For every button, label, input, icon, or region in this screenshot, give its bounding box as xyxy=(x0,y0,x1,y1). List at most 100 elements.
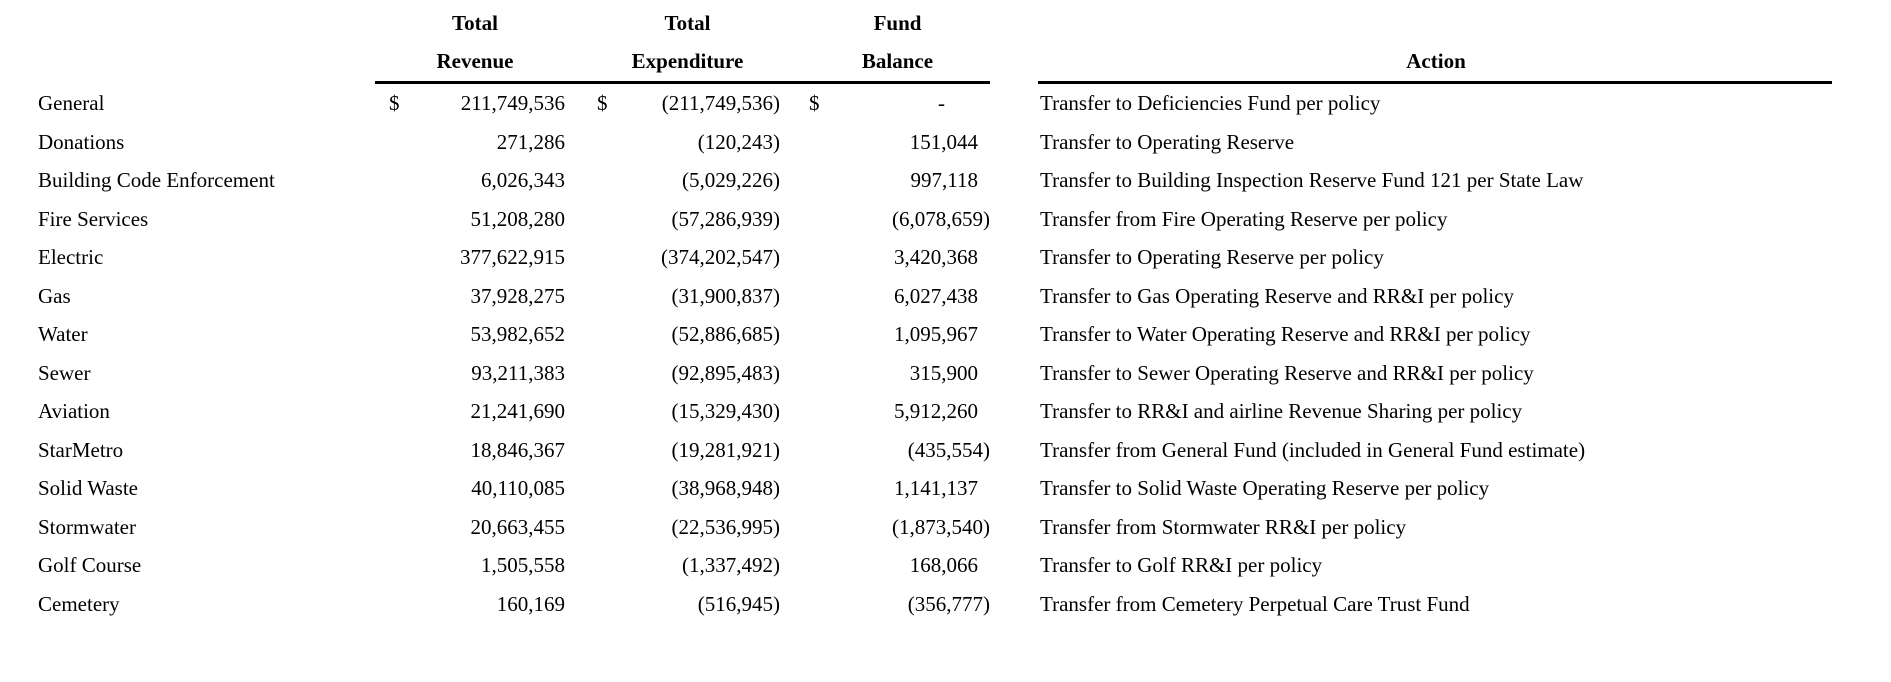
header-fund-balance-line1: Fund xyxy=(873,11,922,35)
revenue-value: 271,286 xyxy=(496,129,565,154)
fund-name-cell: Fire Services xyxy=(38,206,149,231)
header-spacer xyxy=(780,4,805,84)
balance-value: 997,118 xyxy=(910,168,978,192)
balance-value: (1,873,540) xyxy=(892,514,990,539)
balance-cell: 5,912,260 xyxy=(805,392,990,431)
currency-symbol xyxy=(805,354,809,393)
currency-symbol xyxy=(375,585,389,624)
revenue-value: 6,026,343 xyxy=(481,168,565,192)
revenue-cell: 51,208,280 xyxy=(375,200,575,239)
action-cell: Transfer to Solid Waste Operating Reserv… xyxy=(1040,476,1490,500)
column-gap xyxy=(575,277,595,316)
table-row: Electric 377,622,915 (374,202,547) 3,420… xyxy=(0,238,1891,277)
currency-symbol xyxy=(595,200,597,239)
fund-name-cell: Golf Course xyxy=(38,553,142,577)
revenue-cell: 18,846,367 xyxy=(375,431,575,470)
expenditure-cell: (1,337,492) xyxy=(595,546,780,585)
column-gap xyxy=(575,161,595,200)
revenue-cell: 160,169 xyxy=(375,585,575,624)
column-gap xyxy=(990,200,1040,239)
currency-symbol xyxy=(805,469,809,508)
column-gap xyxy=(780,315,805,354)
action-cell: Transfer from General Fund (included in … xyxy=(1040,437,1586,462)
header-total-revenue-line1: Total xyxy=(452,11,498,35)
expenditure-value: (15,329,430) xyxy=(671,399,781,423)
balance-cell: (6,078,659) xyxy=(805,200,990,239)
currency-symbol xyxy=(595,585,597,624)
column-gap xyxy=(575,585,595,624)
balance-value: - xyxy=(938,91,945,115)
column-gap xyxy=(780,277,805,316)
fund-name-cell: Electric xyxy=(38,245,104,269)
action-cell: Transfer to Water Operating Reserve and … xyxy=(1040,322,1531,346)
column-gap xyxy=(780,546,805,585)
revenue-cell: $211,749,536 xyxy=(375,84,575,123)
header-rule-numeric-columns xyxy=(375,81,990,84)
table-row: Fire Services 51,208,280 (57,286,939) (6… xyxy=(0,200,1891,239)
column-gap xyxy=(780,123,805,162)
fund-name-cell: Water xyxy=(38,322,88,346)
currency-symbol xyxy=(375,200,389,239)
balance-value: 6,027,438 xyxy=(894,283,978,308)
column-gap xyxy=(780,354,805,393)
revenue-value: 21,241,690 xyxy=(470,399,566,423)
currency-symbol: $ xyxy=(809,91,820,115)
column-gap xyxy=(990,277,1040,316)
revenue-value: 37,928,275 xyxy=(470,283,566,308)
currency-symbol xyxy=(595,431,597,470)
revenue-value: 53,982,652 xyxy=(470,322,566,346)
fund-name-cell: StarMetro xyxy=(38,437,124,462)
column-gap xyxy=(780,161,805,200)
fund-summary-table: Total Revenue Total Expenditure Fund Bal… xyxy=(0,4,1891,624)
header-action-spacer-line xyxy=(1040,4,1891,42)
revenue-value: 377,622,915 xyxy=(460,245,565,269)
expenditure-cell: (5,029,226) xyxy=(595,161,780,200)
table-row: Cemetery 160,169 (516,945) (356,777) Tra… xyxy=(0,585,1891,624)
currency-symbol xyxy=(375,277,389,316)
column-gap xyxy=(575,431,595,470)
balance-value: 1,095,967 xyxy=(894,322,978,346)
currency-symbol xyxy=(375,315,389,354)
fund-name-cell: Solid Waste xyxy=(38,476,139,500)
column-gap xyxy=(990,123,1040,162)
balance-cell: 168,066 xyxy=(805,546,990,585)
column-gap xyxy=(575,546,595,585)
currency-symbol xyxy=(595,546,597,585)
column-gap xyxy=(990,315,1040,354)
expenditure-cell: (19,281,921) xyxy=(595,431,781,470)
column-gap xyxy=(575,238,595,277)
expenditure-value: (19,281,921) xyxy=(671,437,781,462)
header-spacer xyxy=(575,4,595,84)
balance-cell: (1,873,540) xyxy=(805,508,990,547)
currency-symbol xyxy=(375,161,389,200)
revenue-cell: 93,211,383 xyxy=(375,354,575,393)
column-gap xyxy=(990,84,1040,123)
revenue-cell: 377,622,915 xyxy=(375,238,575,277)
revenue-cell: 6,026,343 xyxy=(375,161,575,200)
expenditure-cell: (92,895,483) xyxy=(595,354,781,393)
currency-symbol xyxy=(375,469,389,508)
currency-symbol xyxy=(375,508,389,547)
expenditure-cell: (22,536,995) xyxy=(595,508,781,547)
currency-symbol xyxy=(375,392,389,431)
column-gap xyxy=(575,123,595,162)
column-gap xyxy=(780,200,805,239)
action-cell: Transfer to Deficiencies Fund per policy xyxy=(1040,91,1381,115)
column-gap xyxy=(575,392,595,431)
currency-symbol xyxy=(805,546,809,585)
action-cell: Transfer to Operating Reserve per policy xyxy=(1040,245,1384,269)
fund-name-cell: Aviation xyxy=(38,399,110,423)
fund-name-cell: General xyxy=(38,91,105,115)
header-total-revenue-line2: Revenue xyxy=(436,49,514,73)
column-gap xyxy=(990,508,1040,547)
balance-value: (6,078,659) xyxy=(892,206,990,231)
currency-symbol xyxy=(805,585,809,624)
column-gap xyxy=(575,315,595,354)
table-row: Golf Course 1,505,558 (1,337,492) 168,06… xyxy=(0,546,1891,585)
revenue-value: 20,663,455 xyxy=(470,514,566,539)
balance-value: 5,912,260 xyxy=(894,399,978,423)
revenue-value: 40,110,085 xyxy=(471,476,565,500)
header-fund-balance: Fund Balance xyxy=(805,4,990,84)
revenue-value: 51,208,280 xyxy=(470,206,566,231)
currency-symbol xyxy=(595,277,597,316)
